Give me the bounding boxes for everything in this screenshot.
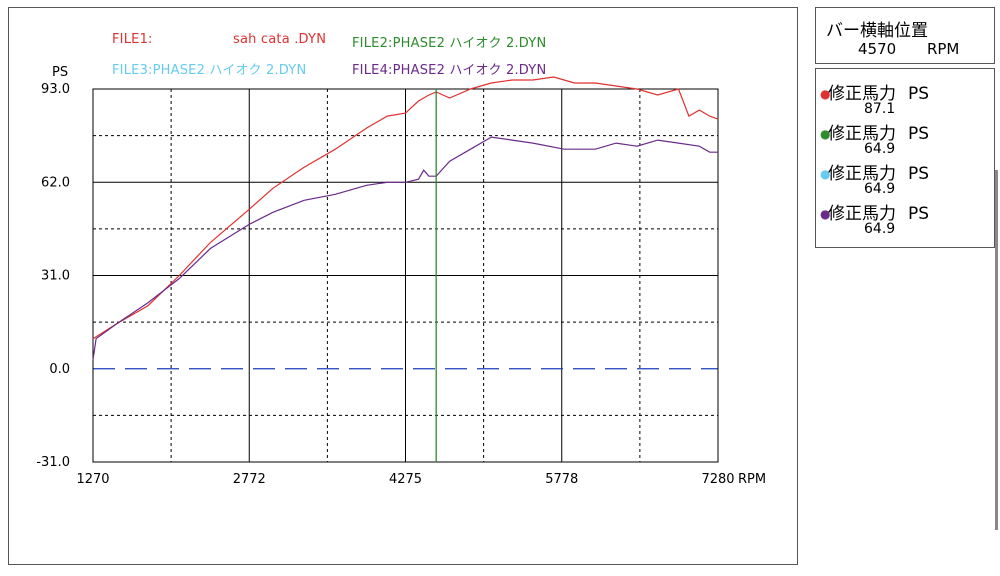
x-tick-label: 5778 [545,472,578,487]
y-tick-label: 31.0 [41,269,70,284]
readout-value-3: 64.9 [864,181,896,197]
y-tick-label: 0.0 [49,362,70,377]
green-dot-icon: ● [820,127,831,141]
bar-position-box: バー横軸位置 4570 RPM [815,7,995,64]
readout-label: 修正馬力 [828,124,896,144]
legend-file1-prefix: FILE1: [112,32,153,47]
series-line-1 [92,76,719,340]
legend-file4: FILE4:PHASE2 ハイオク 2.DYN [352,63,547,78]
readout-value-2: 64.9 [864,141,896,157]
readout-row-4: ●修正馬力 PS [820,199,929,224]
y-tick-label: -31.0 [36,455,70,470]
readout-unit: PS [908,84,930,104]
purple-dot-icon: ● [820,207,831,221]
readout-box: ●修正馬力 PS 87.1 ●修正馬力 PS 64.9 ●修正馬力 PS 64.9 ●… [815,68,995,248]
y-tick-label: 93.0 [41,82,70,97]
bar-position-value: 4570 [858,40,897,58]
bar-position-readout: 4570 RPM [858,40,959,58]
readout-unit: PS [908,164,930,184]
x-tick-label: 1270 [76,472,109,487]
plot-area [92,88,719,463]
legend-file1-name: sah cata .DYN [233,32,327,47]
y-axis-label: PS [52,65,68,80]
readout-label: 修正馬力 [828,204,896,224]
readout-row-1: ●修正馬力 PS [820,79,929,104]
readout-row-2: ●修正馬力 PS [820,119,929,144]
y-tick-label: 62.0 [41,175,70,190]
readout-label: 修正馬力 [828,164,896,184]
readout-unit: PS [908,124,930,144]
window-edge [995,170,998,530]
bar-position-unit: RPM [926,40,960,58]
legend-file2: FILE2:PHASE2 ハイオク 2.DYN [352,36,547,51]
x-axis-label: RPM [738,472,766,487]
horsepower-chart: 1270 2772 4275 5778 7280 93.0 62.0 31.0 0.0 -31.0… [36,65,766,487]
bar-position-title: バー横軸位置 [826,21,928,41]
series-line-2 [92,136,718,360]
legend-file3: FILE3:PHASE2 ハイオク 2.DYN [112,63,307,78]
readout-row-3: ●修正馬力 PS [820,159,929,184]
readout-value-4: 64.9 [864,221,896,237]
readout-value-1: 87.1 [864,101,896,117]
cyan-dot-icon: ● [820,167,831,181]
x-tick-label: 4275 [389,472,422,487]
red-dot-icon: ● [820,87,831,101]
x-tick-label: 2772 [233,472,266,487]
x-tick-label: 7280 [701,472,734,487]
chart-panel [8,7,798,565]
readout-unit: PS [908,204,930,224]
readout-label: 修正馬力 [828,84,896,104]
